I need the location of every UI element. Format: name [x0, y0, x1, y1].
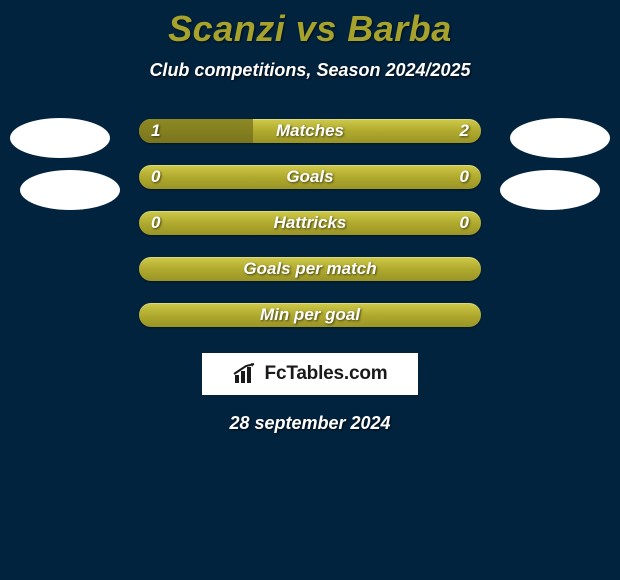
bar-label: Min per goal — [139, 303, 481, 327]
brand-text: FcTables.com — [265, 363, 388, 385]
subtitle: Club competitions, Season 2024/2025 — [0, 60, 620, 81]
bar-value-right: 0 — [460, 211, 469, 235]
bar-goals: 0 Goals 0 — [139, 165, 481, 189]
avatar-right-1 — [510, 118, 610, 158]
date-text: 28 september 2024 — [0, 413, 620, 434]
bar-value-right: 2 — [460, 119, 469, 143]
bar-value-left: 0 — [151, 165, 160, 189]
page-title: Scanzi vs Barba — [0, 8, 620, 50]
avatar-left-2 — [20, 170, 120, 210]
avatar-left-1 — [10, 118, 110, 158]
bar-label: Goals — [139, 165, 481, 189]
brand-badge: FcTables.com — [202, 353, 418, 395]
bar-value-left: 1 — [151, 119, 160, 143]
bar-matches: 1 Matches 2 — [139, 119, 481, 143]
title-player-right: Barba — [347, 8, 452, 49]
bar-value-right: 0 — [460, 165, 469, 189]
title-vs: vs — [296, 8, 337, 49]
avatar-right-2 — [500, 170, 600, 210]
bar-value-left: 0 — [151, 211, 160, 235]
bar-label: Goals per match — [139, 257, 481, 281]
bar-label: Hattricks — [139, 211, 481, 235]
bar-goals-per-match: Goals per match — [139, 257, 481, 281]
bar-min-per-goal: Min per goal — [139, 303, 481, 327]
bars-container: 1 Matches 2 0 Goals 0 0 Hattricks 0 Goal… — [139, 119, 481, 327]
bar-chart-icon — [233, 363, 259, 385]
title-player-left: Scanzi — [168, 8, 285, 49]
bar-hattricks: 0 Hattricks 0 — [139, 211, 481, 235]
comparison-card: Scanzi vs Barba Club competitions, Seaso… — [0, 0, 620, 580]
